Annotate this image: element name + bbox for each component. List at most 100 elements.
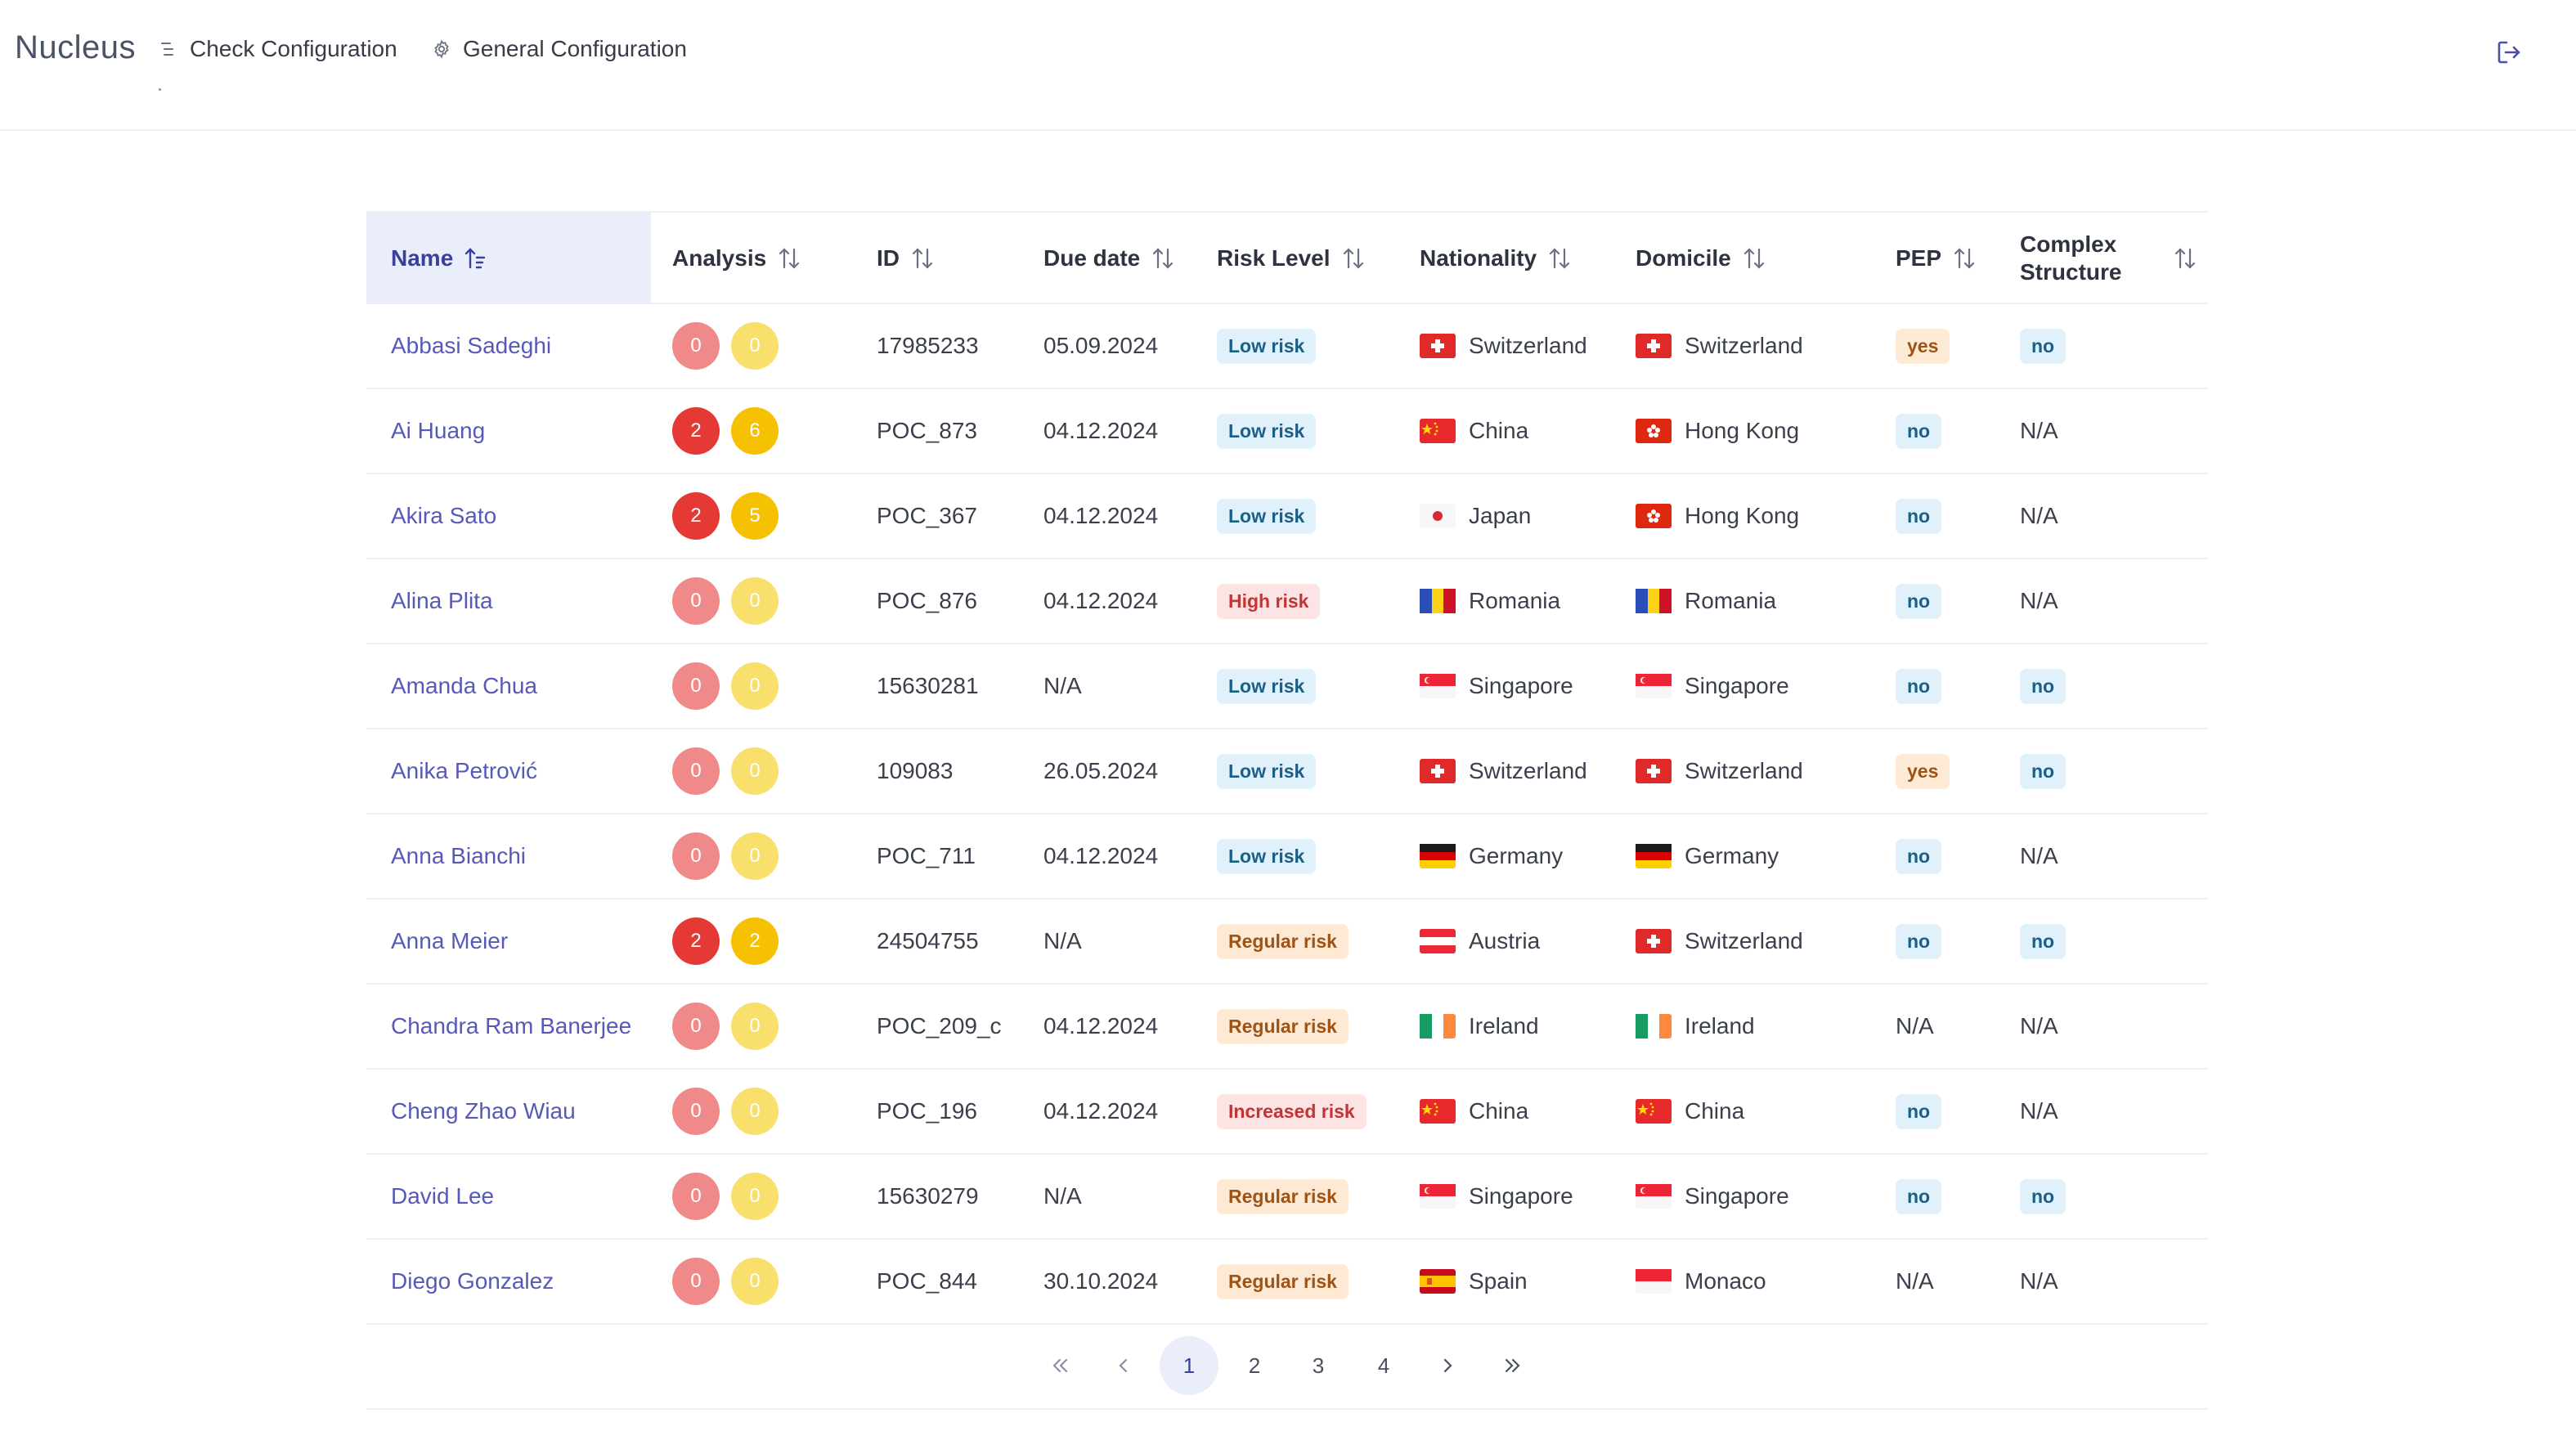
pep: yes [1896, 729, 1950, 813]
analysis-yellow-count[interactable]: 0 [731, 1088, 779, 1135]
analysis-yellow-count[interactable]: 0 [731, 747, 779, 795]
flag-ch-icon [1636, 929, 1672, 953]
table-row[interactable]: Alina Plita 0 0 POC_876 04.12.2024 High risk R… [366, 559, 2208, 644]
client-name-link[interactable]: Alina Plita [391, 588, 493, 613]
complex-structure: N/A [2020, 1240, 2058, 1323]
risk-level: Low risk [1217, 644, 1317, 728]
analysis-yellow-count[interactable]: 0 [731, 1258, 779, 1305]
risk-level-badge: Low risk [1217, 668, 1317, 704]
logout-icon[interactable] [2494, 38, 2524, 67]
first-page-button[interactable] [1030, 1336, 1089, 1395]
nav-check-configuration[interactable]: Check Configuration [159, 36, 397, 62]
analysis-yellow-count[interactable]: 0 [731, 577, 779, 625]
pep-badge: no [1896, 668, 1942, 704]
risk-level-badge: Low risk [1217, 328, 1317, 364]
client-name-link[interactable]: Abbasi Sadeghi [391, 333, 552, 358]
flag-sg-icon [1420, 1184, 1456, 1209]
client-name-link[interactable]: Anna Bianchi [391, 843, 527, 868]
analysis-red-count[interactable]: 0 [672, 1003, 720, 1050]
page-button-2[interactable]: 2 [1248, 1353, 1261, 1378]
table-row[interactable]: Diego Gonzalez 0 0 POC_844 30.10.2024 Regular… [366, 1240, 2208, 1325]
table-row[interactable]: Anna Meier 2 2 24504755 N/A Regular risk Austr… [366, 899, 2208, 985]
table-row[interactable]: Akira Sato 2 5 POC_367 04.12.2024 Low risk Jap… [366, 474, 2208, 559]
client-name-link[interactable]: Anna Meier [391, 928, 509, 953]
nationality-text: Japan [1469, 503, 1532, 528]
column-header-risk-level[interactable]: Risk Level [1217, 213, 1365, 304]
client-name-link[interactable]: Akira Sato [391, 503, 497, 528]
risk-level: Increased risk [1217, 1070, 1367, 1153]
pep-badge: no [1896, 923, 1942, 959]
nationality: Ireland [1420, 985, 1539, 1068]
column-header-id[interactable]: ID [877, 213, 934, 304]
table-row[interactable]: Anna Bianchi 0 0 POC_711 04.12.2024 Low risk G… [366, 814, 2208, 899]
column-header-nationality-label: Nationality [1420, 245, 1537, 271]
client-name-link[interactable]: Diego Gonzalez [391, 1268, 554, 1294]
table-row[interactable]: Ai Huang 2 6 POC_873 04.12.2024 Low risk China… [366, 389, 2208, 474]
app-logo[interactable]: Nucleus [15, 29, 137, 65]
analysis-yellow-count[interactable]: 0 [731, 1173, 779, 1220]
analysis-yellow-count[interactable]: 0 [731, 1003, 779, 1050]
analysis-yellow-count[interactable]: 0 [731, 832, 779, 880]
analysis-red-count[interactable]: 2 [672, 407, 720, 455]
page-button-1[interactable]: 1 [1160, 1336, 1218, 1395]
complex-structure: no [2020, 304, 2067, 388]
client-name-link[interactable]: Ai Huang [391, 418, 486, 443]
column-header-nationality[interactable]: Nationality [1420, 213, 1571, 304]
client-id: 17985233 [877, 333, 979, 358]
client-name-link[interactable]: Amanda Chua [391, 673, 538, 698]
nationality: Singapore [1420, 1155, 1573, 1238]
table-row[interactable]: Amanda Chua 0 0 15630281 N/A Low risk Singapor… [366, 644, 2208, 729]
analysis-yellow-count[interactable]: 5 [731, 492, 779, 540]
client-name-link[interactable]: Cheng Zhao Wiau [391, 1098, 576, 1124]
analysis-red-count[interactable]: 0 [672, 322, 720, 370]
analysis-red-count[interactable]: 0 [672, 747, 720, 795]
nationality-text: China [1469, 1098, 1529, 1124]
analysis-red-count[interactable]: 0 [672, 1088, 720, 1135]
analysis-red-count[interactable]: 0 [672, 662, 720, 710]
client-name-link[interactable]: David Lee [391, 1183, 495, 1209]
analysis-yellow-count[interactable]: 0 [731, 322, 779, 370]
analysis-red-count[interactable]: 0 [672, 1173, 720, 1220]
pep-badge: no [1896, 583, 1942, 619]
pep-badge: no [1896, 1093, 1942, 1129]
previous-page-button[interactable] [1094, 1336, 1153, 1395]
column-header-analysis[interactable]: Analysis [672, 213, 801, 304]
analysis-yellow-count[interactable]: 0 [731, 662, 779, 710]
analysis-red-count[interactable]: 2 [672, 917, 720, 965]
nav-general-configuration[interactable]: General Configuration [432, 36, 687, 62]
sort-icon [1550, 248, 1570, 269]
column-header-due-date[interactable]: Due date [1043, 213, 1174, 304]
sort-icon [1153, 248, 1174, 269]
column-header-name[interactable]: Name [366, 213, 651, 304]
column-header-complex-structure[interactable]: Complex Structure [2020, 213, 2197, 304]
analysis-red-count[interactable]: 0 [672, 832, 720, 880]
flag-sg-icon [1636, 1184, 1672, 1209]
risk-level-badge: Low risk [1217, 753, 1317, 789]
last-page-button[interactable] [1483, 1336, 1542, 1395]
column-header-domicile[interactable]: Domicile [1636, 213, 1766, 304]
page-button-4[interactable]: 4 [1377, 1353, 1390, 1378]
page-button-3[interactable]: 3 [1312, 1353, 1325, 1378]
sort-ascending-icon [465, 248, 486, 269]
analysis-yellow-count[interactable]: 6 [731, 407, 779, 455]
risk-level-badge: Low risk [1217, 838, 1317, 874]
nationality-text: Ireland [1469, 1013, 1539, 1039]
column-header-pep[interactable]: PEP [1896, 213, 1976, 304]
analysis-yellow-count[interactable]: 2 [731, 917, 779, 965]
client-name-link[interactable]: Anika Petrović [391, 758, 537, 783]
analysis-red-count[interactable]: 0 [672, 577, 720, 625]
analysis-red-count[interactable]: 2 [672, 492, 720, 540]
due-date: 26.05.2024 [1043, 758, 1159, 783]
table-row[interactable]: Cheng Zhao Wiau 0 0 POC_196 04.12.2024 Increa… [366, 1070, 2208, 1155]
nationality: Austria [1420, 899, 1540, 983]
table-row[interactable]: Abbasi Sadeghi 0 0 17985233 05.09.2024 Low ri… [366, 304, 2208, 389]
nav-check-configuration-label: Check Configuration [190, 36, 397, 61]
next-page-button[interactable] [1418, 1336, 1477, 1395]
due-date: N/A [1043, 673, 1082, 698]
table-row[interactable]: Chandra Ram Banerjee 0 0 POC_209_c 04.12.202… [366, 985, 2208, 1070]
table-row[interactable]: Anika Petrović 0 0 109083 26.05.2024 Low risk… [366, 729, 2208, 814]
table-row[interactable]: David Lee 0 0 15630279 N/A Regular risk Singap… [366, 1155, 2208, 1240]
client-name-link[interactable]: Chandra Ram Banerjee [391, 1013, 632, 1039]
analysis-red-count[interactable]: 0 [672, 1258, 720, 1305]
